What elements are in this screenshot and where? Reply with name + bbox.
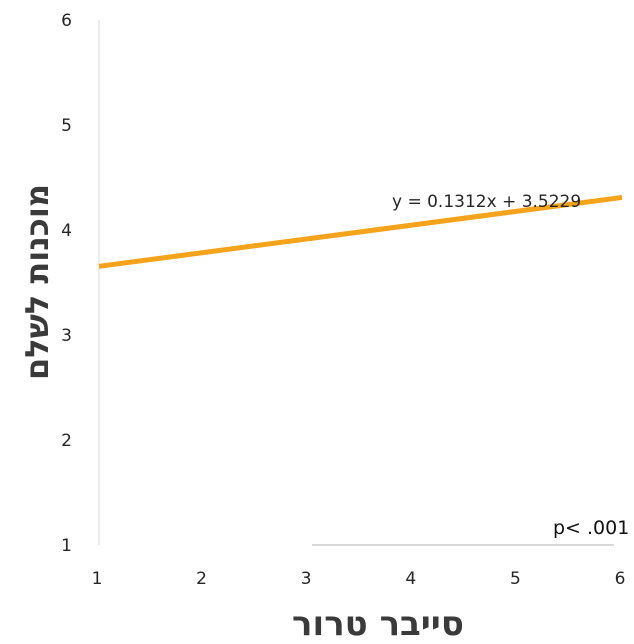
y-tick-label: 2 xyxy=(61,431,72,451)
y-tick-label: 1 xyxy=(61,536,72,556)
trendline xyxy=(98,194,623,269)
x-tick-label: 5 xyxy=(510,569,521,589)
y-tick-label: 3 xyxy=(61,326,72,346)
x-tick-label: 6 xyxy=(615,569,626,589)
x-tick-label: 1 xyxy=(92,569,103,589)
series-layer xyxy=(98,194,623,269)
x-tick-labels: 1 2 3 4 5 6 xyxy=(92,569,626,589)
y-axis-title: מוכנות לשלם xyxy=(18,184,56,380)
y-tick-label: 4 xyxy=(61,221,72,241)
y-tick-label: 5 xyxy=(61,116,72,136)
p-value-label: p< .001 xyxy=(553,517,629,539)
x-tick-label: 3 xyxy=(301,569,312,589)
x-tick-label: 2 xyxy=(196,569,207,589)
x-axis-title: סייבר טרור xyxy=(292,604,464,644)
y-tick-labels: 1 2 3 4 5 6 xyxy=(61,11,72,556)
x-tick-label: 4 xyxy=(405,569,416,589)
trendline-equation: y = 0.1312x + 3.5229 xyxy=(392,192,581,212)
y-tick-label: 6 xyxy=(61,11,72,31)
